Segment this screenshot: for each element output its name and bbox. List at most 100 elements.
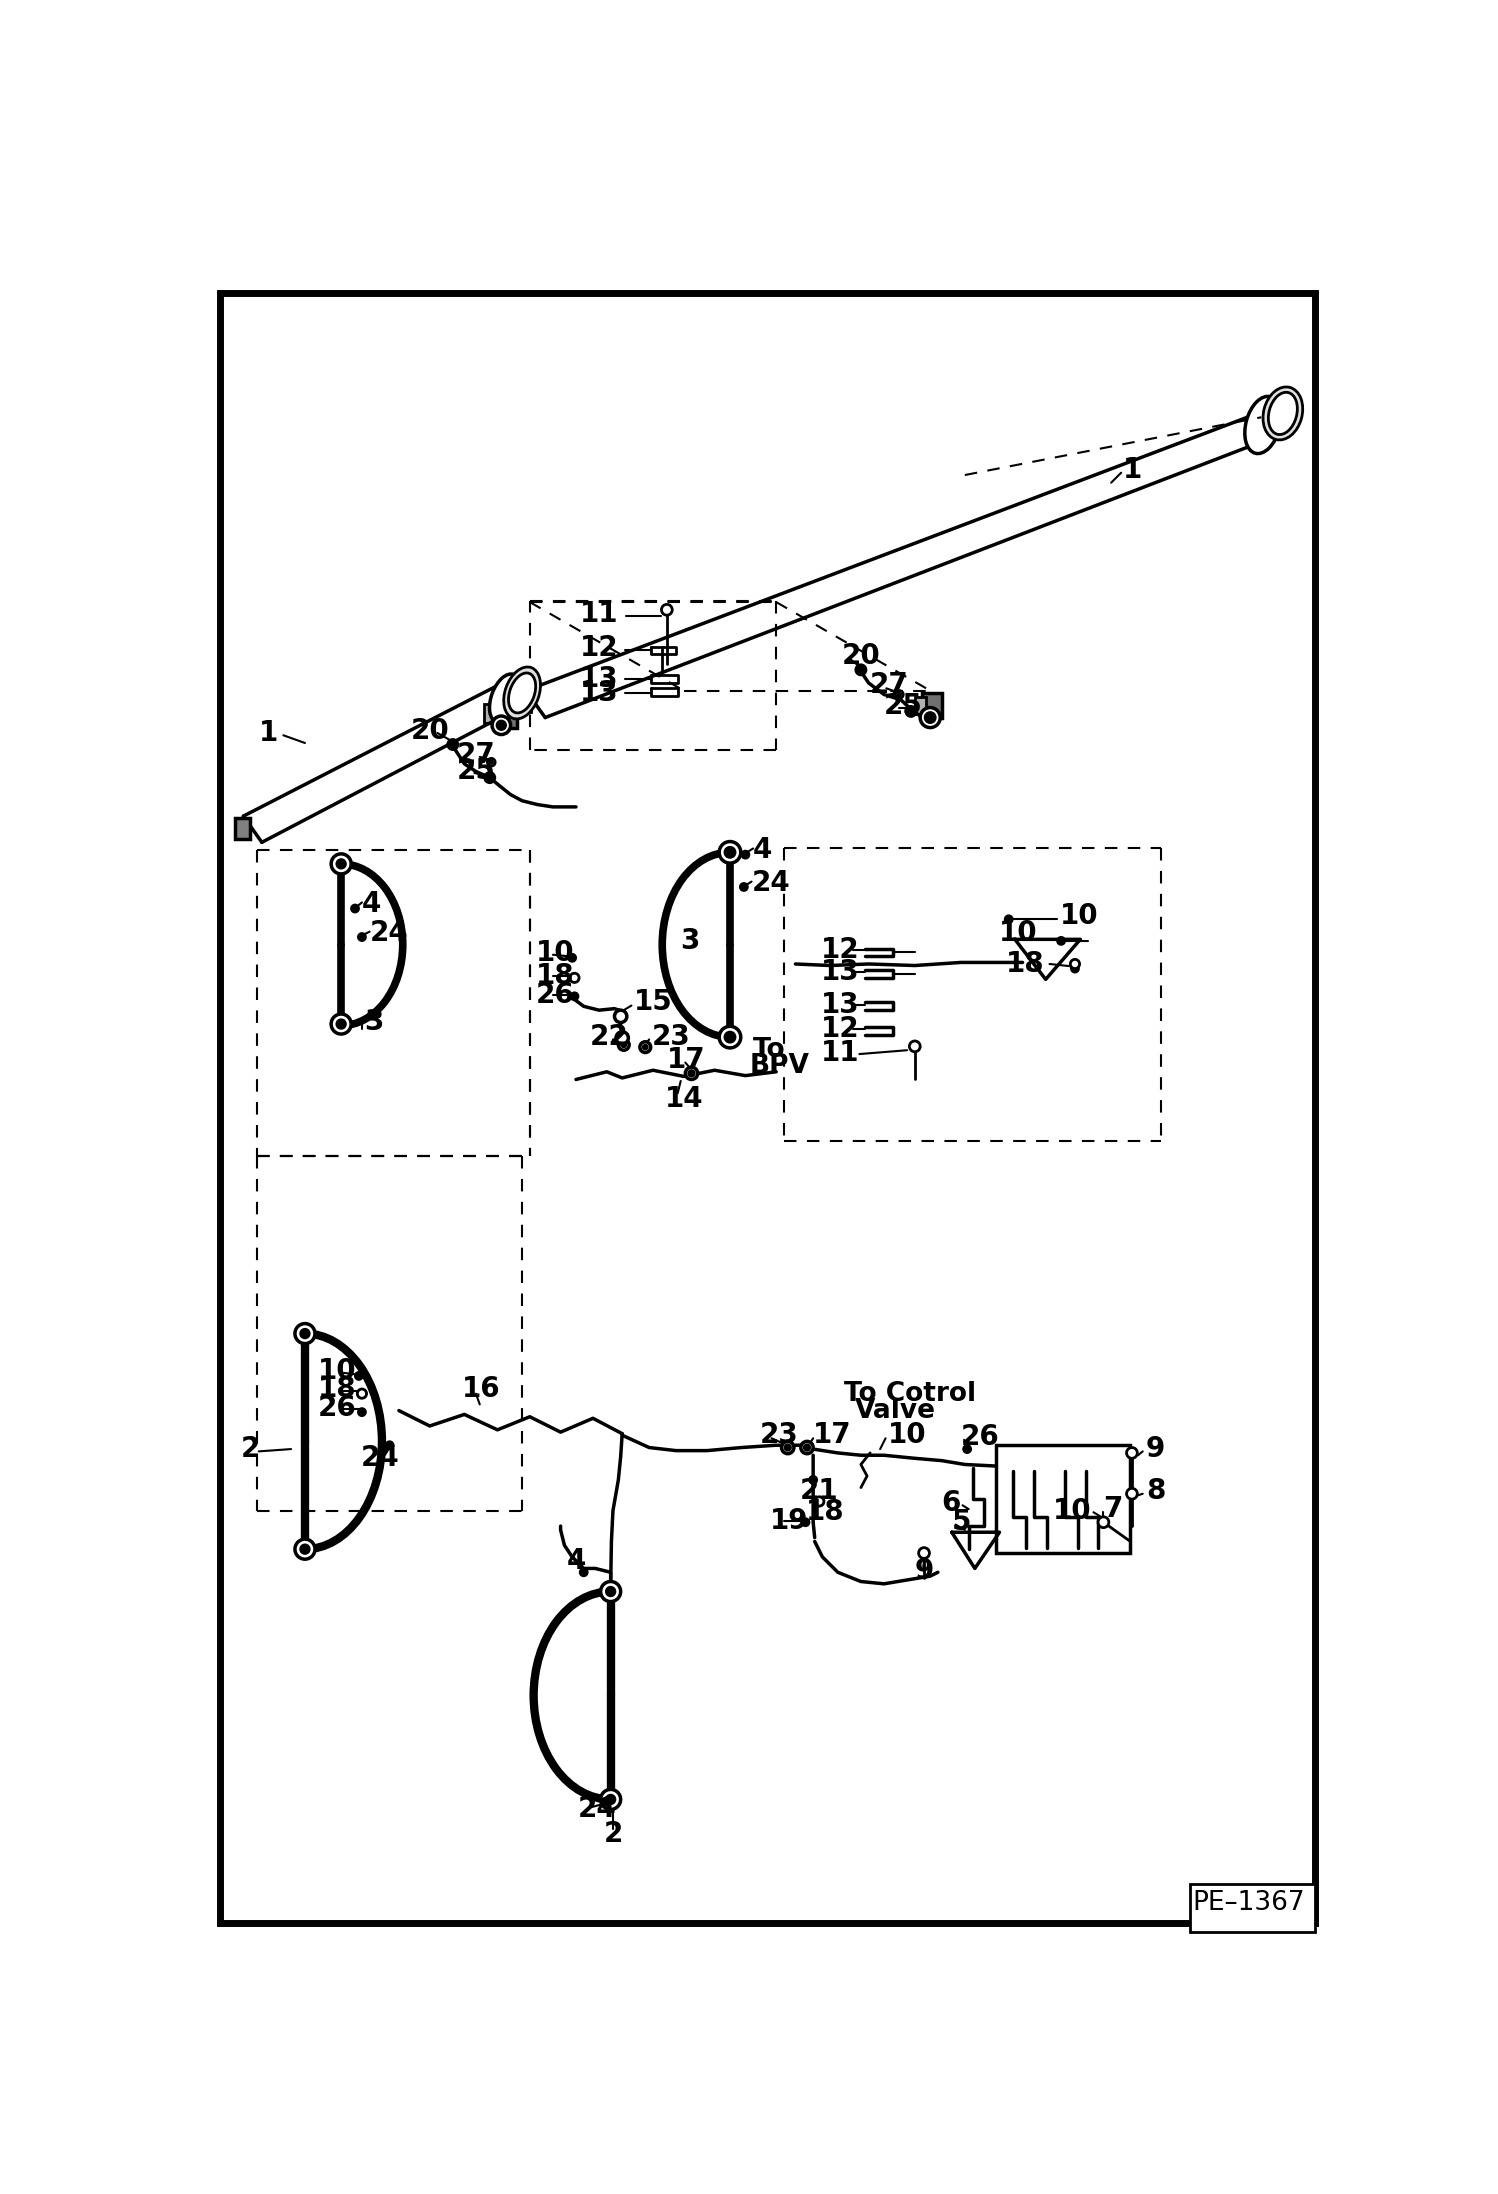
Text: 13: 13 <box>580 665 619 693</box>
Text: 26: 26 <box>962 1422 999 1450</box>
Text: 20: 20 <box>842 643 881 669</box>
Circle shape <box>662 603 673 614</box>
Text: 26: 26 <box>536 981 575 1009</box>
Circle shape <box>580 1569 587 1575</box>
Circle shape <box>331 853 351 873</box>
Text: BPV: BPV <box>750 1053 810 1079</box>
Circle shape <box>300 1545 310 1553</box>
Bar <box>996 1446 1131 1553</box>
Text: 13: 13 <box>821 992 860 1018</box>
Circle shape <box>490 761 493 764</box>
Bar <box>923 693 942 717</box>
Circle shape <box>358 1389 367 1398</box>
Circle shape <box>924 713 936 724</box>
Circle shape <box>448 739 458 750</box>
Circle shape <box>601 1790 620 1810</box>
Bar <box>484 704 497 724</box>
Circle shape <box>742 851 749 858</box>
Circle shape <box>896 691 903 698</box>
Text: 17: 17 <box>667 1047 706 1075</box>
Circle shape <box>725 847 736 858</box>
Circle shape <box>386 1441 394 1448</box>
Text: 24: 24 <box>578 1795 616 1823</box>
Text: 24: 24 <box>370 919 409 948</box>
Bar <box>915 698 926 713</box>
Circle shape <box>569 974 580 983</box>
Text: 27: 27 <box>457 742 496 768</box>
Circle shape <box>487 759 496 766</box>
Text: 8: 8 <box>1146 1477 1165 1505</box>
Text: 4: 4 <box>753 836 773 864</box>
Circle shape <box>689 1071 695 1077</box>
Text: 23: 23 <box>652 1022 691 1051</box>
Text: 16: 16 <box>461 1376 500 1402</box>
Text: 18: 18 <box>806 1499 843 1527</box>
Text: 12: 12 <box>821 1016 860 1044</box>
Circle shape <box>809 1477 816 1483</box>
Text: 6: 6 <box>942 1490 962 1516</box>
Bar <box>1191 1885 1315 1933</box>
Circle shape <box>568 954 577 961</box>
Text: 10: 10 <box>1059 902 1098 930</box>
Circle shape <box>358 932 366 941</box>
Circle shape <box>619 1040 629 1051</box>
Text: 13: 13 <box>580 678 619 706</box>
Ellipse shape <box>503 667 541 720</box>
Circle shape <box>614 1009 626 1022</box>
Circle shape <box>815 1496 824 1505</box>
Text: To: To <box>753 1038 786 1064</box>
Text: 24: 24 <box>752 869 791 897</box>
Circle shape <box>1126 1448 1137 1459</box>
Circle shape <box>920 709 941 728</box>
Circle shape <box>643 1044 647 1049</box>
Circle shape <box>607 1586 616 1597</box>
Circle shape <box>1071 959 1080 968</box>
Text: 3: 3 <box>680 926 700 954</box>
Text: 25: 25 <box>884 691 923 720</box>
Circle shape <box>801 1518 809 1527</box>
Text: 4: 4 <box>363 891 382 917</box>
Bar <box>496 700 517 728</box>
Circle shape <box>686 1066 698 1079</box>
Bar <box>505 693 515 709</box>
Circle shape <box>331 1014 351 1033</box>
Text: 2: 2 <box>604 1821 623 1847</box>
Text: 12: 12 <box>580 634 619 663</box>
Text: 14: 14 <box>665 1084 703 1112</box>
Ellipse shape <box>490 674 521 722</box>
Text: 12: 12 <box>821 937 860 963</box>
Circle shape <box>640 1042 650 1053</box>
Text: 1: 1 <box>259 720 279 746</box>
Circle shape <box>497 720 506 731</box>
Ellipse shape <box>1245 397 1281 454</box>
Text: 9: 9 <box>1146 1435 1165 1463</box>
Text: 23: 23 <box>759 1422 798 1450</box>
Text: 22: 22 <box>590 1022 629 1051</box>
Circle shape <box>491 715 511 735</box>
Circle shape <box>740 884 748 891</box>
Bar <box>235 818 250 840</box>
Text: Valve: Valve <box>855 1398 936 1424</box>
Text: 15: 15 <box>634 989 673 1016</box>
Circle shape <box>725 1031 736 1042</box>
Text: 11: 11 <box>580 599 619 627</box>
Text: 1: 1 <box>1122 456 1141 483</box>
Circle shape <box>1058 937 1065 946</box>
Circle shape <box>1005 915 1013 924</box>
Circle shape <box>622 1042 626 1047</box>
Text: 17: 17 <box>813 1422 852 1450</box>
Text: 9: 9 <box>915 1558 935 1584</box>
Text: 3: 3 <box>364 1007 383 1036</box>
Text: 18: 18 <box>1005 950 1044 979</box>
Circle shape <box>719 842 742 862</box>
Circle shape <box>801 1441 813 1455</box>
Ellipse shape <box>508 674 536 713</box>
Circle shape <box>295 1540 315 1560</box>
Circle shape <box>785 1444 791 1450</box>
Circle shape <box>601 1582 620 1602</box>
Text: 21: 21 <box>800 1477 837 1505</box>
Text: 4: 4 <box>566 1547 586 1575</box>
Circle shape <box>804 1444 810 1450</box>
Ellipse shape <box>1263 386 1303 441</box>
Text: 18: 18 <box>536 961 575 989</box>
